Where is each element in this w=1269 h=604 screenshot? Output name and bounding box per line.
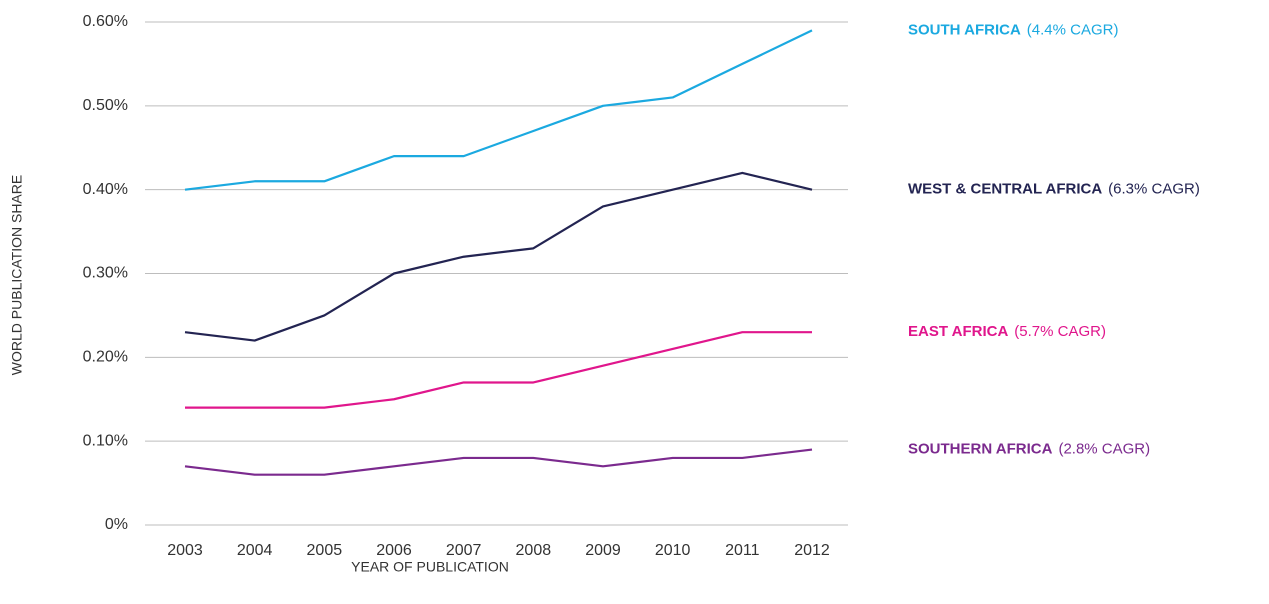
x-tick-label: 2012 (794, 542, 830, 559)
x-tick-label: 2007 (446, 542, 482, 559)
legend-cagr: (4.4% CAGR) (1027, 21, 1119, 38)
x-tick-label: 2008 (516, 542, 552, 559)
y-tick-label: 0.50% (83, 97, 128, 114)
x-tick-label: 2009 (585, 542, 621, 559)
legend-entry: SOUTH AFRICA (4.4% CAGR) (908, 21, 1118, 38)
legend-entry: WEST & CENTRAL AFRICA (6.3% CAGR) (908, 181, 1200, 198)
y-tick-label: 0.40% (83, 181, 128, 198)
legend-name: EAST AFRICA (908, 323, 1008, 340)
series-line (184, 448, 813, 476)
series-line (184, 171, 813, 342)
y-tick-label: 0.60% (83, 13, 128, 30)
y-tick-label: 0.10% (83, 432, 128, 449)
x-tick-label: 2011 (725, 542, 760, 559)
legend-name: SOUTH AFRICA (908, 21, 1021, 38)
legend-name: SOUTHERN AFRICA (908, 441, 1053, 458)
x-tick-label: 2004 (237, 542, 273, 559)
legend-entry: SOUTHERN AFRICA (2.8% CAGR) (908, 441, 1150, 458)
x-tick-label: 2003 (167, 542, 203, 559)
legend-cagr: (5.7% CAGR) (1014, 323, 1106, 340)
x-tick-label: 2005 (307, 542, 343, 559)
legend-cagr: (6.3% CAGR) (1108, 181, 1200, 198)
series-line (185, 331, 812, 409)
x-tick-label: 2010 (655, 542, 691, 559)
y-tick-label: 0.30% (83, 265, 128, 282)
legend-name: WEST & CENTRAL AFRICA (908, 181, 1102, 198)
x-tick-label: 2006 (376, 542, 412, 559)
series-line (184, 29, 813, 191)
legend-entry: EAST AFRICA (5.7% CAGR) (908, 323, 1106, 340)
y-tick-label: 0.20% (83, 349, 128, 366)
y-tick-label: 0% (105, 516, 128, 533)
y-axis-label: WORLD PUBLICATION SHARE (9, 175, 25, 375)
legend-cagr: (2.8% CAGR) (1058, 441, 1150, 458)
x-axis-label: YEAR OF PUBLICATION (351, 559, 509, 575)
